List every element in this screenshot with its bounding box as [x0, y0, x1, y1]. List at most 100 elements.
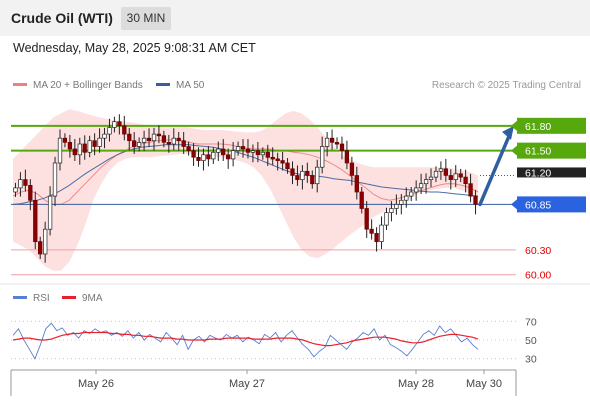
candle-body — [141, 137, 147, 143]
legend-ma20-label: MA 20 + Bollinger Bands — [33, 80, 143, 91]
time-tick-label: May 28 — [398, 378, 434, 390]
candle-body — [349, 162, 355, 176]
level-label-60.30: 60.30 — [525, 245, 551, 257]
candle — [196, 147, 201, 167]
candle-body — [389, 208, 394, 213]
candle — [433, 166, 439, 183]
level-labels: 61.80 61.50 61.20 60.85 60.30 60.00 — [511, 117, 586, 282]
candle — [87, 135, 92, 158]
rsi-tick-70: 70 — [525, 316, 537, 328]
level-label-60.85: 60.85 — [525, 199, 551, 211]
legend-9ma: 9MA — [62, 293, 103, 304]
candle — [285, 158, 290, 174]
candle — [221, 139, 226, 161]
candle-body — [384, 212, 389, 226]
candle-body — [23, 179, 28, 186]
candle-body — [418, 183, 424, 189]
candle-body — [423, 179, 429, 185]
candle-body — [38, 241, 43, 255]
candle-body — [315, 166, 320, 185]
candle — [77, 137, 82, 165]
candle-body — [191, 150, 196, 158]
candle-body — [161, 135, 167, 143]
candle-body — [453, 173, 458, 180]
candle — [359, 187, 364, 214]
projection-arrow-shaft — [478, 132, 512, 207]
timeframe-badge[interactable]: 30 MIN — [121, 7, 171, 30]
candle — [310, 170, 315, 189]
candle — [240, 139, 246, 158]
candle — [438, 161, 444, 181]
candle — [201, 148, 206, 171]
candle — [92, 133, 97, 156]
candle — [38, 236, 43, 260]
candle-body — [329, 137, 335, 143]
timestamp: Wednesday, May 28, 2025 9:08:31 AM CET — [13, 41, 256, 55]
candle-body — [334, 142, 340, 145]
candle — [275, 152, 280, 171]
candle-body — [399, 199, 404, 205]
candle — [176, 132, 181, 151]
candle-body — [102, 133, 107, 139]
candle-body — [117, 121, 122, 127]
candle — [62, 133, 68, 148]
candle-body — [379, 224, 384, 242]
candle-body — [122, 125, 127, 135]
candle — [43, 221, 48, 263]
ma9-swatch — [62, 295, 76, 299]
candle-body — [468, 183, 473, 197]
candle-body — [97, 137, 102, 147]
candle — [379, 216, 384, 250]
candle — [127, 127, 132, 151]
candle-body — [448, 175, 453, 180]
candle-body — [171, 137, 176, 145]
candle-body — [67, 142, 73, 150]
candle — [265, 144, 270, 166]
candle-body — [354, 175, 359, 193]
candle-body — [166, 142, 171, 145]
candle — [226, 148, 231, 169]
candle-body — [146, 137, 152, 142]
candle-body — [245, 148, 251, 153]
candle-body — [47, 195, 53, 230]
candle-body — [201, 154, 206, 161]
level-tag-61.50 — [517, 142, 586, 159]
candles — [13, 114, 478, 263]
level-tag-arrow — [511, 120, 517, 131]
candle — [181, 132, 186, 154]
time-tick-label: May 30 — [466, 378, 502, 390]
candle-body — [300, 170, 305, 180]
candle-body — [359, 191, 364, 209]
candle — [255, 141, 261, 163]
moving-averages — [12, 139, 479, 205]
candle — [156, 125, 162, 144]
candle — [122, 115, 127, 141]
candle — [270, 147, 275, 166]
candle-body — [235, 146, 241, 151]
candle — [161, 130, 167, 148]
header-bar: Crude Oil (WTI) 30 MIN — [0, 0, 590, 36]
candle — [102, 127, 107, 149]
candle — [364, 201, 369, 238]
candle — [13, 182, 18, 197]
candle — [389, 201, 394, 222]
candle — [206, 146, 211, 167]
candle — [344, 140, 350, 170]
candle — [211, 147, 216, 164]
candle — [107, 118, 112, 142]
candle — [216, 141, 221, 161]
candle-body — [132, 140, 137, 147]
candle — [57, 129, 63, 171]
candle-body — [320, 146, 325, 168]
candle-body — [107, 127, 112, 135]
candle-body — [409, 191, 414, 197]
candle — [67, 134, 73, 158]
candle-body — [211, 151, 216, 160]
candle — [171, 128, 176, 151]
level-tag-61.20 — [517, 167, 586, 178]
candle-body — [433, 170, 439, 178]
candle-body — [404, 195, 409, 201]
candle-body — [369, 228, 374, 234]
candle — [315, 159, 320, 193]
